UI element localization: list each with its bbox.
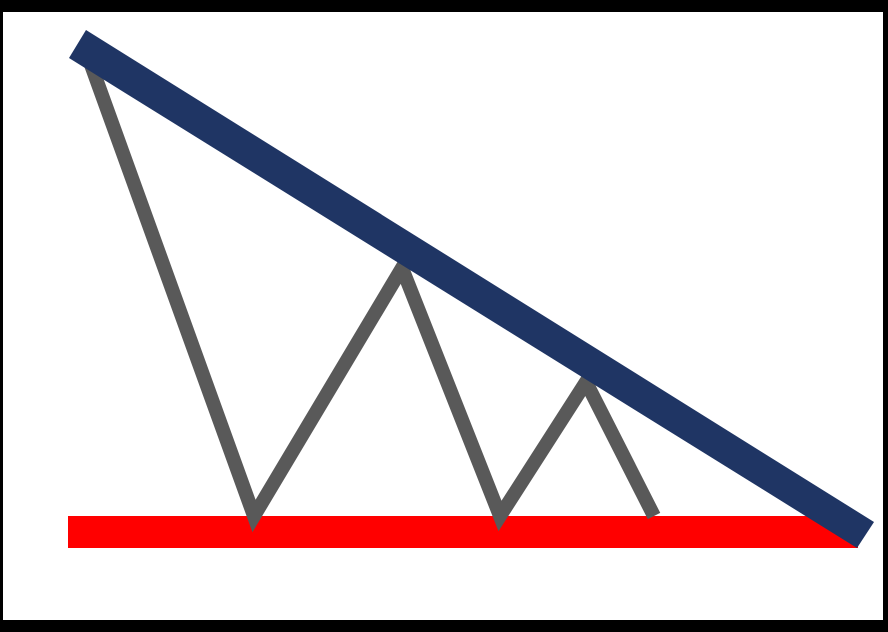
resistance-line bbox=[69, 30, 874, 548]
price-path bbox=[83, 59, 661, 533]
support-line bbox=[68, 516, 858, 548]
